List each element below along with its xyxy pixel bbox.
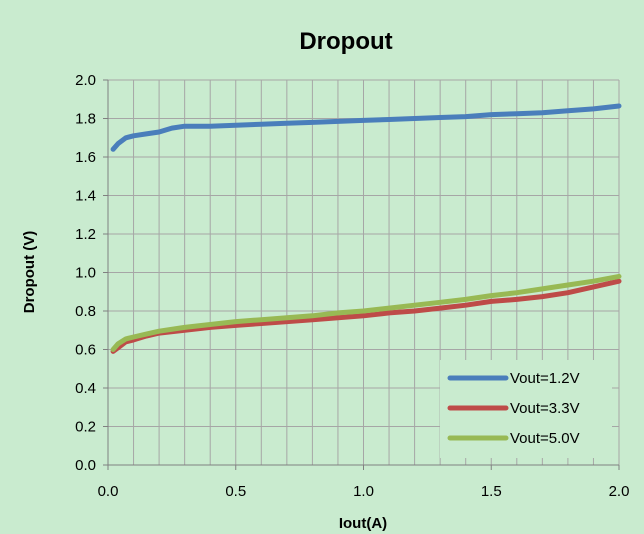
legend-label: Vout=5.0V <box>510 430 580 447</box>
y-tick-label: 1.4 <box>75 188 96 205</box>
y-tick-label: 0.0 <box>75 457 96 474</box>
y-axis-title: Dropout (V) <box>21 231 38 313</box>
x-tick-label: 0.5 <box>225 483 246 500</box>
series-lines <box>110 103 622 354</box>
legend-label: Vout=1.2V <box>510 370 580 387</box>
x-axis-title: Iout(A) <box>339 515 387 532</box>
y-tick-label: 0.4 <box>75 380 96 397</box>
y-tick-label: 0.8 <box>75 303 96 320</box>
y-tick-label: 1.0 <box>75 265 96 282</box>
y-tick-label: 0.6 <box>75 342 96 359</box>
legend-label: Vout=3.3V <box>510 400 580 417</box>
legend: Vout=1.2V Vout=3.3V Vout=5.0V <box>440 360 612 458</box>
series-line-1 <box>110 103 622 152</box>
x-tick-label: 0.0 <box>98 483 119 500</box>
axes <box>103 79 620 470</box>
x-tick-label: 2.0 <box>609 483 630 500</box>
y-tick-label: 1.2 <box>75 226 96 243</box>
tick-labels: 0.0 0.2 0.4 0.6 0.8 1.0 1.2 1.4 1.6 1.8 2.0 0.0 0.5 1… <box>75 72 629 500</box>
series-line-3 <box>110 273 622 352</box>
x-tick-label: 1.0 <box>353 483 374 500</box>
y-tick-label: 1.6 <box>75 149 96 166</box>
y-tick-label: 1.8 <box>75 111 96 128</box>
y-tick-label: 2.0 <box>75 72 96 89</box>
x-tick-label: 1.5 <box>481 483 502 500</box>
y-tick-label: 0.2 <box>75 419 96 436</box>
chart-title: Dropout <box>299 28 392 55</box>
